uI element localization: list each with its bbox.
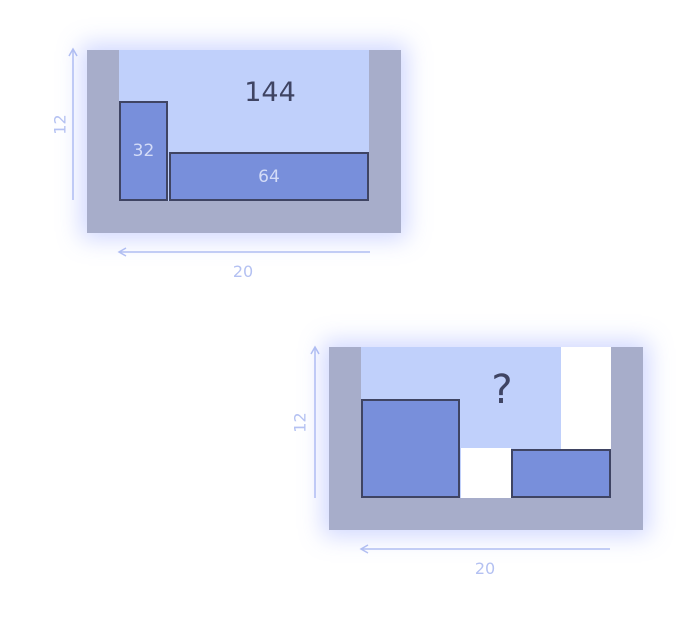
block-rect xyxy=(511,449,611,498)
width-label: 20 xyxy=(232,262,254,281)
width-label: 20 xyxy=(474,559,496,578)
water-volume-label: 144 xyxy=(244,77,296,108)
height-label: 12 xyxy=(50,114,70,135)
block-32: 32 xyxy=(119,101,168,201)
water-bottom-gap xyxy=(461,448,511,498)
block-label: 32 xyxy=(132,141,155,161)
block-64: 64 xyxy=(169,152,369,201)
block-square xyxy=(361,399,460,498)
height-label: 12 xyxy=(290,412,310,433)
block-label: 64 xyxy=(258,166,280,187)
unknown-volume-label: ? xyxy=(491,367,513,413)
